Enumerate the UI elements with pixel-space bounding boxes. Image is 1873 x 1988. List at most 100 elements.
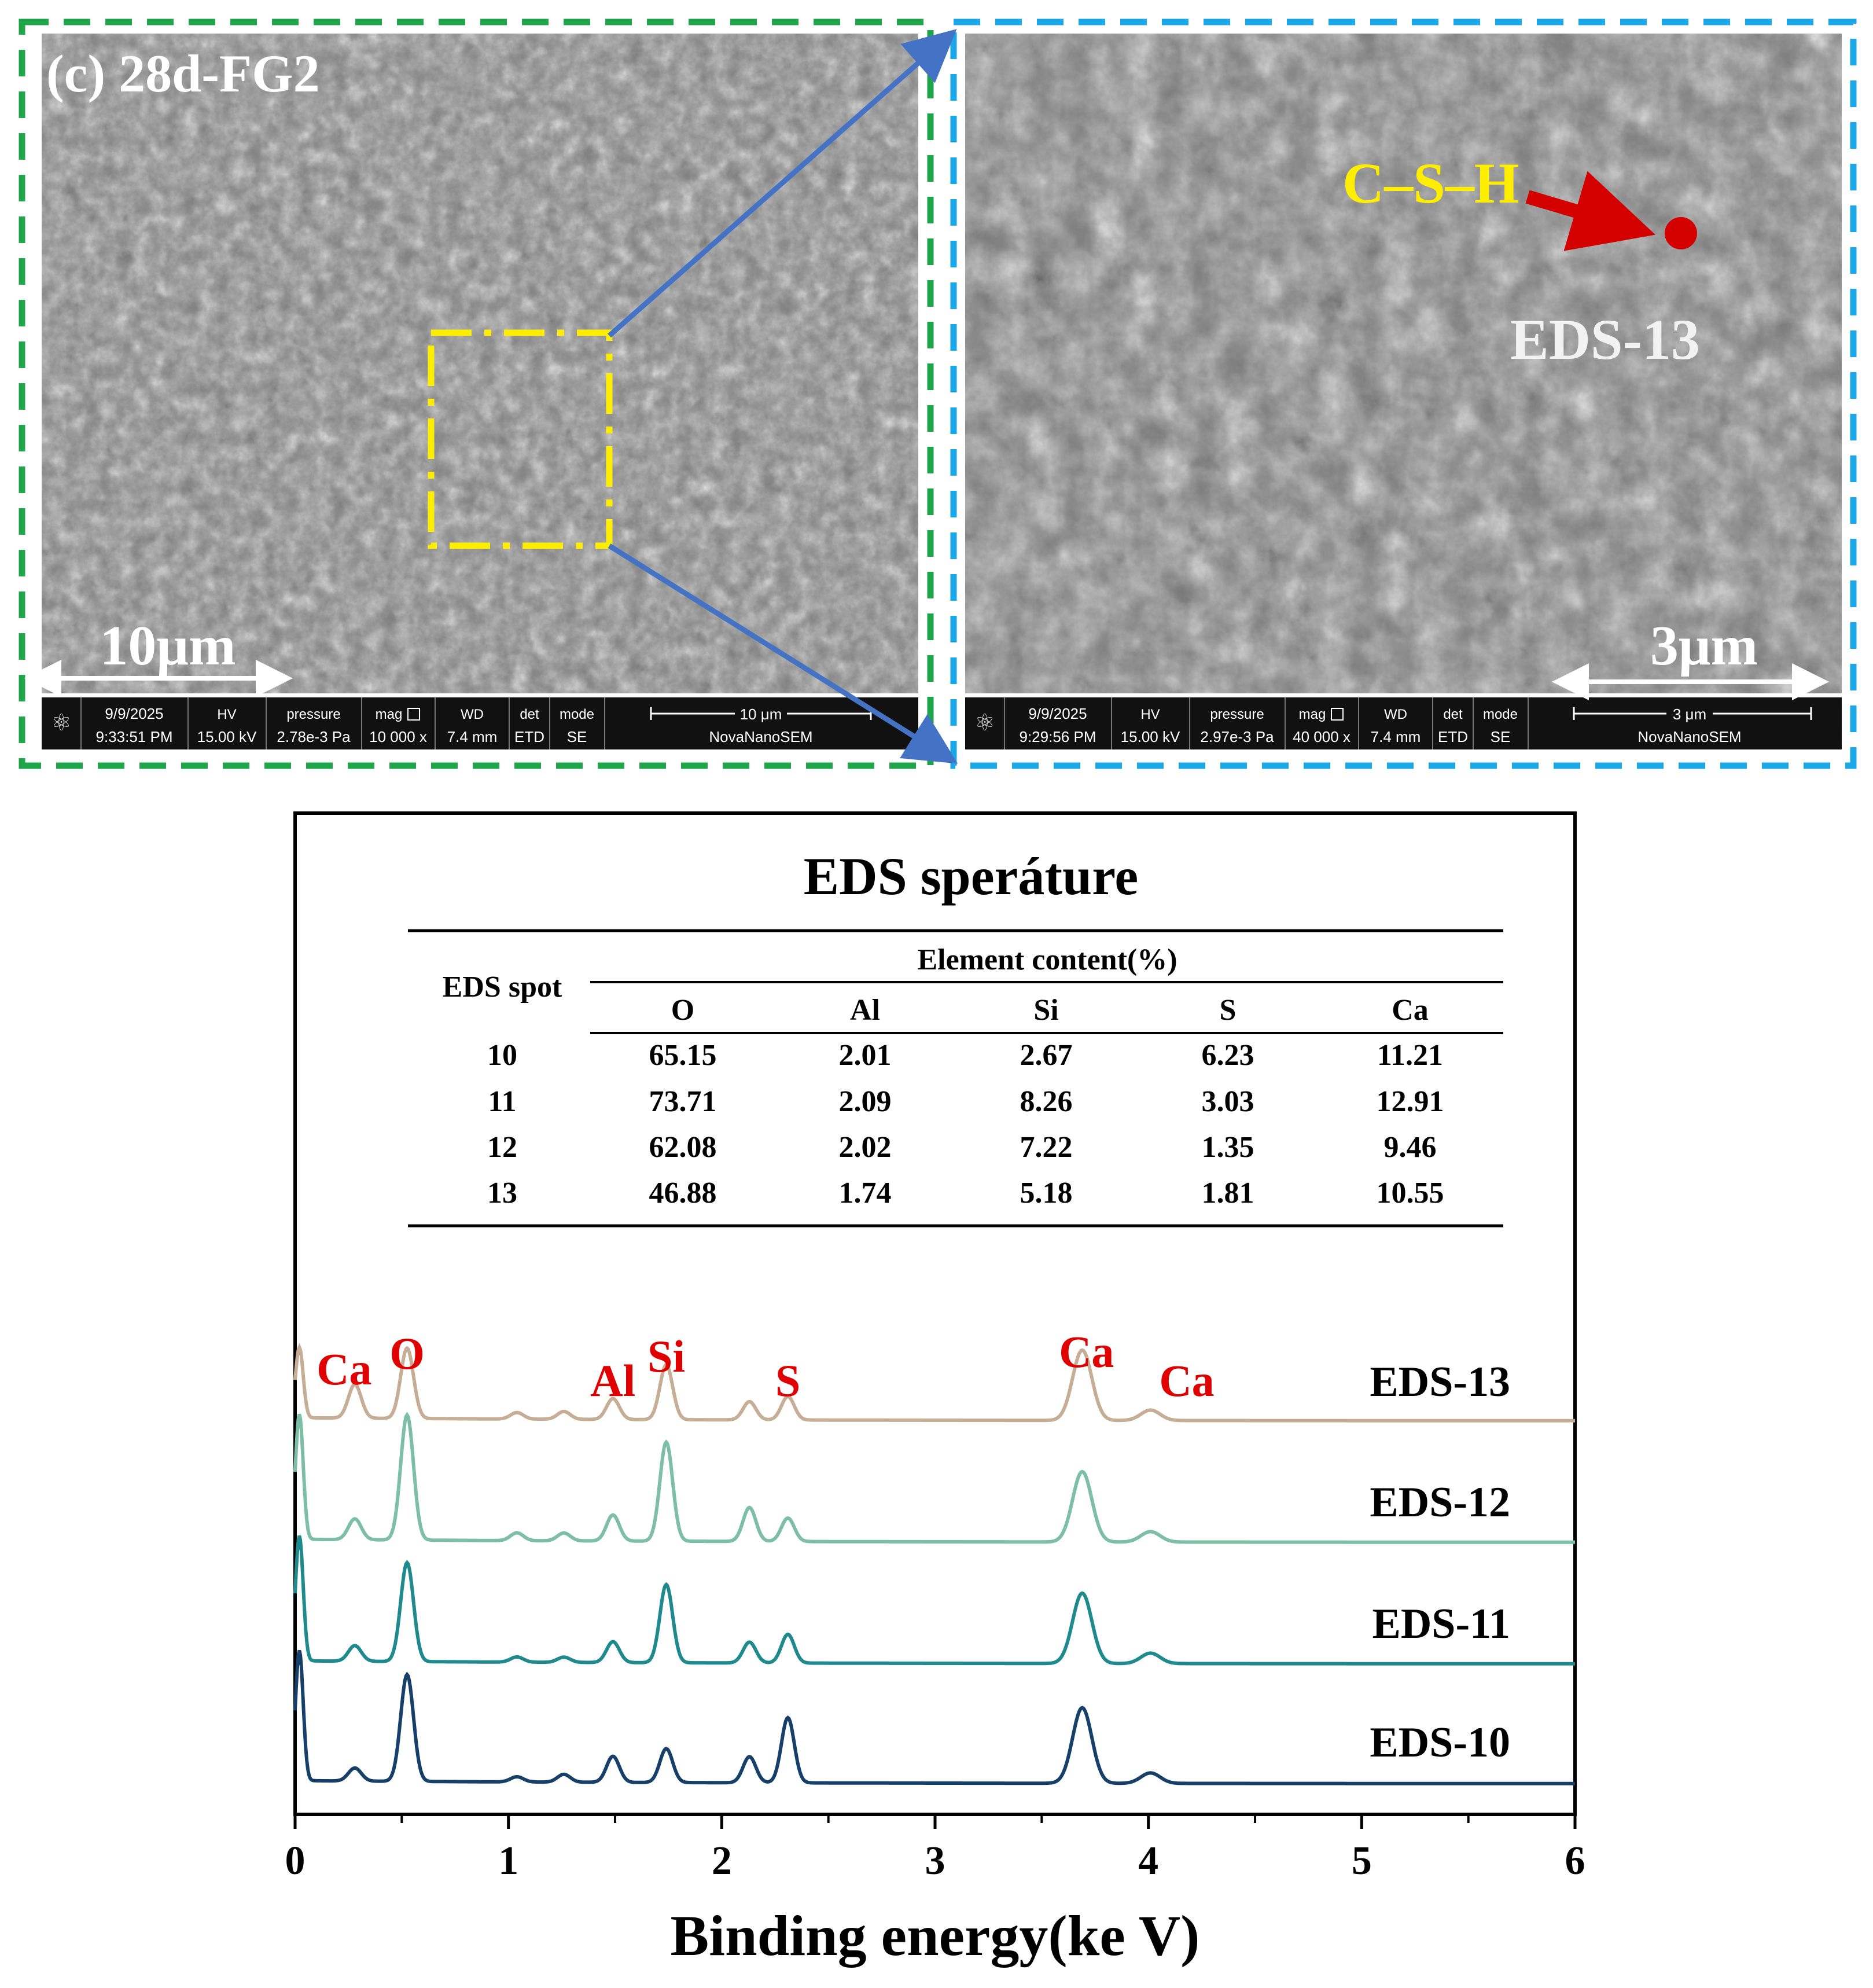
sem-logo-icon: ⚛ — [51, 710, 72, 736]
peak-label-o: O — [389, 1328, 425, 1379]
sem-left-pressure: 2.78e-3 Pa — [277, 728, 351, 745]
row-value-cell: 12.91 — [1377, 1085, 1444, 1118]
sem-right-det: ETD — [1438, 728, 1468, 745]
sem-left-det-header: det — [520, 707, 539, 722]
sem-left-date: 9/9/2025 — [105, 705, 163, 722]
zoom-arrow-bottom — [608, 543, 958, 764]
column-header-si: Si — [1033, 994, 1058, 1027]
sem-left-wd: 7.4 mm — [447, 728, 498, 745]
sem-right-pressure-header: pressure — [1210, 707, 1264, 722]
table-row: 13 46.88 1.74 5.18 1.81 10.55 — [487, 1177, 1444, 1210]
row-value-cell: 9.46 — [1384, 1131, 1437, 1164]
sem-right-mode-header: mode — [1483, 707, 1518, 722]
sem-left-mag-header: mag — [376, 707, 403, 722]
row-value-cell: 65.15 — [649, 1039, 717, 1072]
sem-left-mode: SE — [567, 728, 587, 745]
sem-right-databar-scale: 3 μm — [1673, 705, 1706, 723]
peak-label-ca: Ca — [1059, 1326, 1114, 1377]
column-header-ca: Ca — [1392, 994, 1429, 1027]
table-row: 12 62.08 2.02 7.22 1.35 9.46 — [487, 1131, 1437, 1164]
table-body: 10 65.15 2.01 2.67 6.23 11.21 11 73.71 2.09 8.26 3… — [487, 1039, 1444, 1210]
sem-right-mag-header: mag — [1299, 707, 1326, 722]
row-value-cell: 2.09 — [839, 1085, 892, 1118]
row-value-cell: 2.02 — [839, 1131, 892, 1164]
sem-logo-icon: ⚛ — [974, 710, 995, 736]
row-value-cell: 7.22 — [1020, 1131, 1073, 1164]
peak-labels: Ca O Al Si S Ca Ca — [317, 1326, 1215, 1406]
column-header-o: O — [671, 994, 694, 1027]
eds13-spot-marker — [1665, 217, 1697, 249]
sem-left-frame — [19, 19, 934, 769]
sem-left-mode-header: mode — [560, 707, 594, 722]
roi-box — [428, 329, 613, 549]
sem-left-hv-header: HV — [217, 707, 236, 722]
row-spot-cell: 13 — [487, 1177, 517, 1210]
sem-right-wd: 7.4 mm — [1371, 728, 1421, 745]
row-spot-cell: 11 — [488, 1085, 516, 1118]
x-tick-label: 0 — [285, 1839, 306, 1883]
sem-right-mag-checkbox-icon — [1331, 708, 1344, 721]
series-label: EDS-12 — [1370, 1479, 1510, 1526]
peak-label-ca: Ca — [1159, 1355, 1214, 1406]
sem-right-time: 9:29:56 PM — [1020, 728, 1096, 745]
sem-right-date: 9/9/2025 — [1028, 705, 1087, 722]
row-value-cell: 11.21 — [1377, 1039, 1443, 1072]
sem-right-panel: ⚛ 9/9/2025 9:29:56 PM HV 15.00 kV pressu… — [950, 19, 1857, 769]
spectrum-line-eds-13 — [293, 1343, 1575, 1423]
sem-left-scale-label: 10μm — [100, 615, 235, 677]
eds-table-title: EDS speráture — [804, 847, 1138, 906]
row-value-cell: 1.74 — [839, 1177, 892, 1210]
element-content-header: Element content(%) — [917, 943, 1177, 976]
column-header-s: S — [1220, 994, 1237, 1027]
row-value-cell: 46.88 — [649, 1177, 717, 1210]
x-axis-label: Binding energy(ke V) — [671, 1904, 1200, 1968]
sem-right-databar: ⚛ 9/9/2025 9:29:56 PM HV 15.00 kV pressu… — [965, 697, 1842, 749]
sem-right-hv: 15.00 kV — [1121, 728, 1180, 745]
row-value-cell: 62.08 — [649, 1131, 717, 1164]
spectrum-line-eds-10 — [293, 1650, 1575, 1785]
sem-right-scale-label: 3μm — [1650, 615, 1758, 677]
sem-left-wd-header: WD — [461, 707, 484, 722]
sem-left-instrument: NovaNanoSEM — [709, 728, 812, 745]
zoom-arrow-top — [608, 29, 957, 338]
sem-left-hv: 15.00 kV — [197, 728, 257, 745]
series-label: EDS-10 — [1370, 1719, 1510, 1766]
row-value-cell: 1.81 — [1202, 1177, 1254, 1210]
row-value-cell: 73.71 — [649, 1085, 717, 1118]
row-spot-cell: 10 — [487, 1039, 517, 1072]
sem-right-wd-header: WD — [1384, 707, 1407, 722]
table-column-headers: O Al Si S Ca — [671, 994, 1429, 1027]
eds-table: EDS speráture EDS spot Element content(%… — [408, 847, 1503, 1228]
row-value-cell: 5.18 — [1020, 1177, 1073, 1210]
row-value-cell: 10.55 — [1377, 1177, 1444, 1210]
table-row: 10 65.15 2.01 2.67 6.23 11.21 — [487, 1039, 1443, 1072]
sem-left-det: ETD — [514, 728, 544, 745]
x-tick-label: 6 — [1565, 1839, 1585, 1883]
x-tick-label: 2 — [712, 1839, 732, 1883]
sem-right-hv-header: HV — [1140, 707, 1160, 722]
row-value-cell: 3.03 — [1202, 1085, 1254, 1118]
sem-left-databar: ⚛ 9/9/2025 9:33:51 PM HV 15.00 kV pressu… — [42, 697, 918, 749]
series-label: EDS-13 — [1370, 1358, 1510, 1406]
spectrum-line-eds-12 — [293, 1412, 1575, 1544]
table-row: 11 73.71 2.09 8.26 3.03 12.91 — [488, 1085, 1444, 1118]
sem-right-pressure: 2.97e-3 Pa — [1200, 728, 1274, 745]
eds-spectra-chart: 0 1 2 3 4 5 6 EDS-13 EDS-12 EDS-11 EDS-10 Ca O Al Si… — [285, 1326, 1585, 1968]
peak-label-ca: Ca — [317, 1344, 371, 1394]
x-tick-label: 1 — [498, 1839, 518, 1883]
csh-pointer-arrow — [1525, 171, 1656, 251]
sem-left-databar-scale: 10 μm — [740, 705, 782, 723]
row-spot-cell: 12 — [487, 1131, 517, 1164]
row-value-cell: 1.35 — [1202, 1131, 1254, 1164]
spectrum-line-eds-11 — [293, 1535, 1575, 1666]
peak-label-al: Al — [590, 1355, 635, 1406]
row-value-cell: 2.01 — [839, 1039, 892, 1072]
row-value-cell: 6.23 — [1202, 1039, 1254, 1072]
eds13-spot-label: EDS-13 — [1510, 307, 1700, 372]
sem-left-texture — [42, 34, 918, 693]
sem-right-det-header: det — [1443, 707, 1463, 722]
sem-right-instrument: NovaNanoSEM — [1638, 728, 1741, 745]
sem-left-panel-label: (c) 28d-FG2 — [46, 44, 320, 103]
row-value-cell: 8.26 — [1020, 1085, 1073, 1118]
